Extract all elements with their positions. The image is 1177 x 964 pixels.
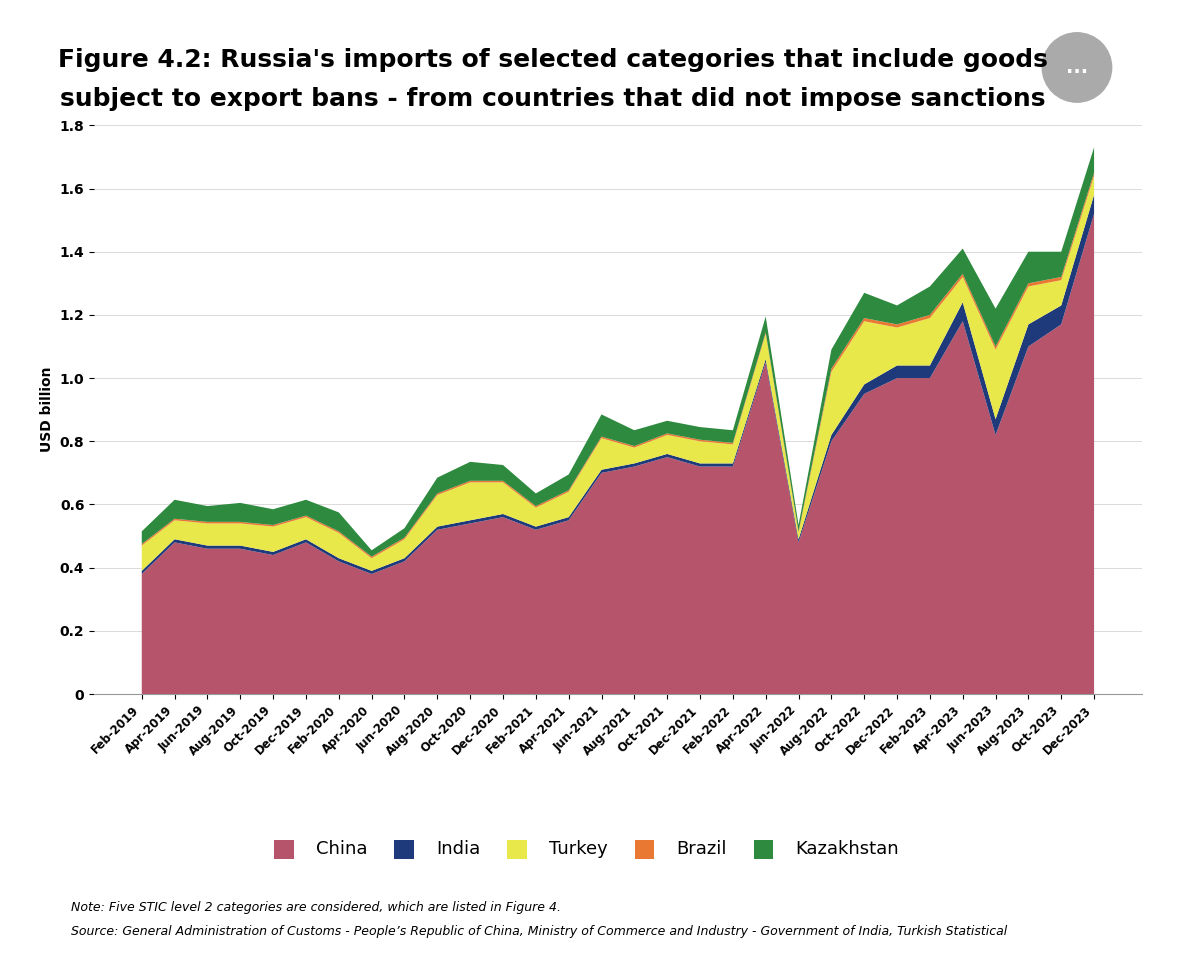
Text: subject to export bans - from countries that did not impose sanctions: subject to export bans - from countries … xyxy=(60,87,1046,111)
Text: ...: ... xyxy=(1066,58,1088,77)
Text: Figure 4.2: Russia's imports of selected categories that include goods: Figure 4.2: Russia's imports of selected… xyxy=(58,48,1049,72)
Y-axis label: USD billion: USD billion xyxy=(40,367,54,452)
Text: Source: General Administration of Customs - People’s Republic of China, Ministry: Source: General Administration of Custom… xyxy=(71,925,1006,938)
Circle shape xyxy=(1043,33,1111,102)
Legend: China, India, Turkey, Brazil, Kazakhstan: China, India, Turkey, Brazil, Kazakhstan xyxy=(265,828,907,869)
Text: Note: Five STIC level 2 categories are considered, which are listed in Figure 4.: Note: Five STIC level 2 categories are c… xyxy=(71,901,560,914)
